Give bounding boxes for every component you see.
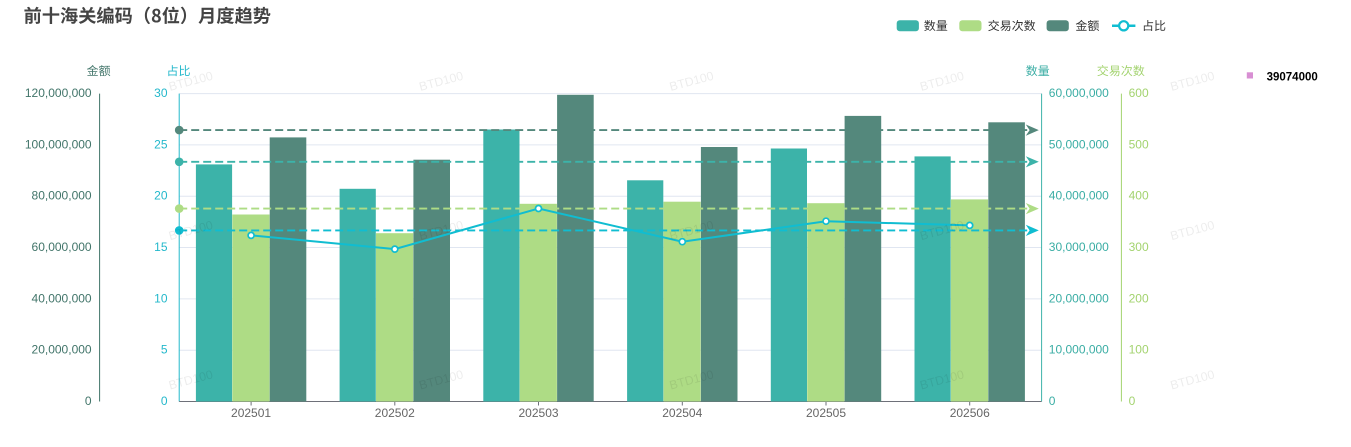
svg-text:202504: 202504: [662, 406, 702, 420]
svg-text:25: 25: [154, 137, 168, 151]
svg-text:20,000,000: 20,000,000: [32, 343, 92, 357]
svg-text:20,000,000: 20,000,000: [1049, 291, 1109, 305]
svg-text:0: 0: [161, 394, 168, 408]
svg-text:60,000,000: 60,000,000: [32, 240, 92, 254]
svg-text:30: 30: [154, 86, 168, 100]
svg-text:0: 0: [85, 394, 92, 408]
svg-text:80,000,000: 80,000,000: [32, 189, 92, 203]
svg-text:202506: 202506: [950, 406, 990, 420]
svg-text:202505: 202505: [806, 406, 846, 420]
svg-text:10: 10: [154, 291, 168, 305]
svg-text:100,000,000: 100,000,000: [25, 137, 92, 151]
svg-text:50,000,000: 50,000,000: [1049, 137, 1109, 151]
svg-text:400: 400: [1129, 189, 1149, 203]
svg-text:40,000,000: 40,000,000: [32, 291, 92, 305]
svg-text:10,000,000: 10,000,000: [1049, 343, 1109, 357]
svg-text:120,000,000: 120,000,000: [25, 86, 92, 100]
svg-text:0: 0: [1129, 394, 1136, 408]
svg-text:40,000,000: 40,000,000: [1049, 189, 1109, 203]
svg-text:15: 15: [154, 240, 168, 254]
svg-text:600: 600: [1129, 86, 1149, 100]
svg-text:200: 200: [1129, 291, 1149, 305]
svg-text:0: 0: [1049, 394, 1056, 408]
svg-text:500: 500: [1129, 137, 1149, 151]
svg-text:60,000,000: 60,000,000: [1049, 86, 1109, 100]
svg-text:300: 300: [1129, 240, 1149, 254]
svg-text:202503: 202503: [519, 406, 559, 420]
svg-text:20: 20: [154, 189, 168, 203]
svg-text:39074000: 39074000: [1267, 72, 1318, 84]
svg-text:30,000,000: 30,000,000: [1049, 240, 1109, 254]
svg-text:202502: 202502: [375, 406, 415, 420]
svg-text:202501: 202501: [231, 406, 271, 420]
svg-text:5: 5: [161, 343, 168, 357]
svg-text:100: 100: [1129, 343, 1149, 357]
